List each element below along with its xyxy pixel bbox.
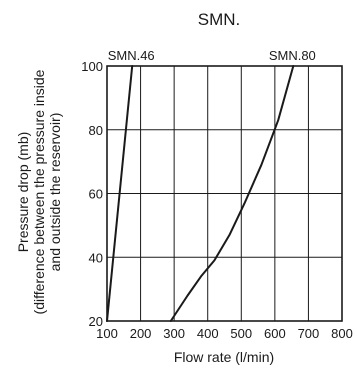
- y-tick-label-100: 100: [81, 59, 103, 74]
- x-tick-label-500: 500: [230, 326, 252, 341]
- y-tick-label-80: 80: [89, 123, 103, 138]
- x-tick-label-700: 700: [298, 326, 320, 341]
- x-axis-label: Flow rate (l/min): [174, 349, 274, 365]
- chart-title: SMN.: [198, 10, 241, 29]
- series-labels: SMN.46 SMN.80: [108, 48, 316, 63]
- series-line-smn-80: [169, 65, 295, 322]
- y-axis-label-line-3: and outside the reservoir): [47, 113, 63, 272]
- x-tick-label-100: 100: [96, 326, 118, 341]
- y-axis-label-line-1: Pressure drop (mb): [15, 132, 31, 253]
- plot-frame: [106, 65, 343, 322]
- y-tick-label-40: 40: [89, 250, 103, 265]
- y-tick-label-60: 60: [89, 187, 103, 202]
- tick-labels: 100 200 300 400 500 600 700 800 20 40 60 80 100: [81, 59, 353, 341]
- series-label-smn-80: SMN.80: [269, 48, 316, 63]
- y-axis-label-line-2: (difference between the pressure inside: [31, 69, 47, 314]
- x-tick-label-400: 400: [197, 326, 219, 341]
- x-tick-label-600: 600: [264, 326, 286, 341]
- series-line-smn-46: [106, 65, 134, 322]
- y-axis-label: Pressure drop (mb) (difference between t…: [15, 69, 63, 314]
- grid: [106, 65, 343, 322]
- y-tick-label-20: 20: [89, 314, 103, 329]
- curves: [106, 65, 295, 322]
- x-tick-label-300: 300: [163, 326, 185, 341]
- x-tick-label-800: 800: [331, 326, 353, 341]
- x-tick-label-200: 200: [130, 326, 152, 341]
- series-label-smn-46: SMN.46: [108, 48, 155, 63]
